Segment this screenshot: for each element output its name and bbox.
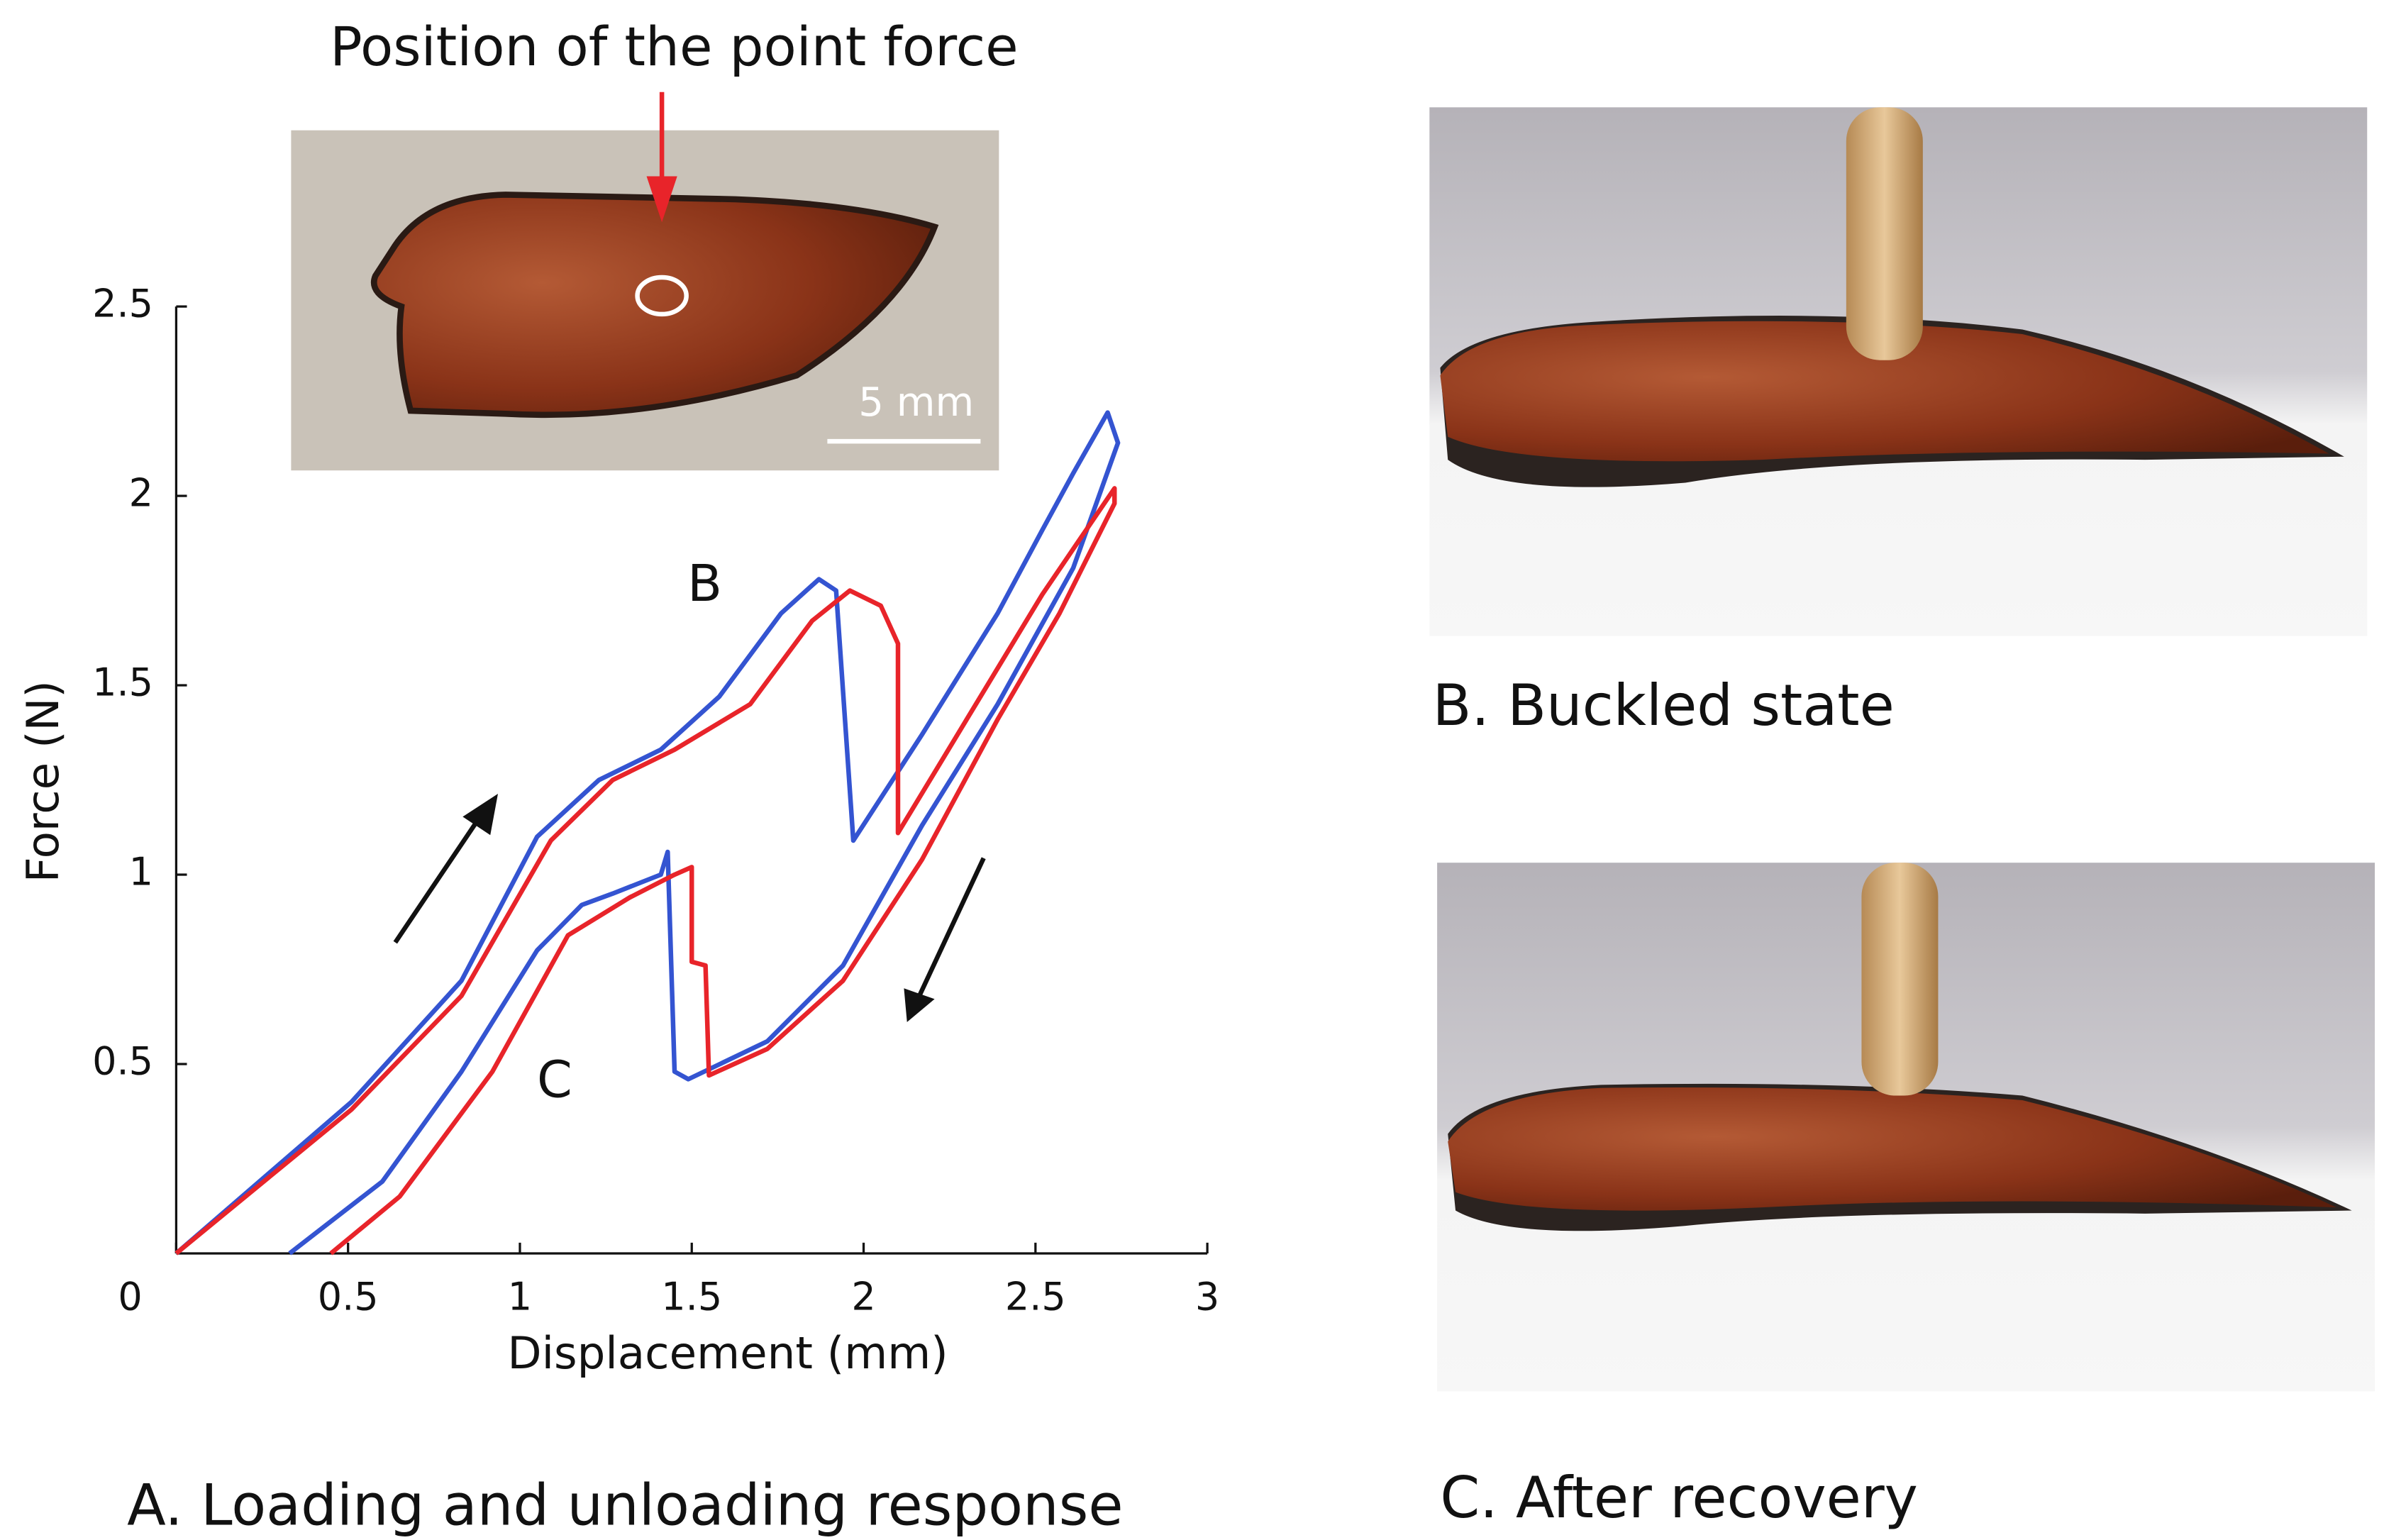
y-axis-label: Force (N) — [17, 680, 69, 882]
y-tick-label: 1 — [129, 850, 153, 894]
photo-buckled — [1429, 107, 2368, 636]
scale-bar-label: 5 mm — [858, 380, 974, 426]
annotation: Position of the point force — [330, 16, 1019, 78]
force-circle — [635, 275, 689, 317]
unloading-arrowhead — [904, 988, 935, 1022]
line-series — [174, 410, 1121, 1256]
line-series — [174, 486, 1117, 1256]
loading-arrowhead — [462, 793, 499, 836]
y-tick-label: 2.5 — [92, 282, 153, 326]
x-tick-label: 2 — [851, 1274, 875, 1319]
y-tick-label: 2 — [129, 471, 153, 516]
x-tick-label: 1.5 — [661, 1274, 722, 1319]
x-tick-label: 2.5 — [1005, 1274, 1066, 1319]
point-label: C — [537, 1051, 572, 1109]
x-tick-label: 1 — [508, 1274, 532, 1319]
caption: B. Buckled state — [1433, 672, 1895, 738]
x-axis-label: Displacement (mm) — [507, 1327, 948, 1379]
y-tick-label: 1.5 — [92, 660, 153, 705]
caption: C. After recovery — [1440, 1465, 1918, 1531]
point-label: B — [687, 554, 722, 613]
y-tick-label: 0.5 — [92, 1039, 153, 1084]
force-arrowhead — [646, 176, 677, 223]
x-tick-label: 0 — [118, 1274, 142, 1319]
seed — [370, 192, 939, 419]
photo-recovered — [1437, 863, 2375, 1392]
unloading-arrow — [917, 857, 986, 997]
x-tick-label: 3 — [1195, 1274, 1219, 1319]
x-tick-label: 0.5 — [318, 1274, 379, 1319]
loading-arrow — [393, 814, 483, 944]
caption: A. Loading and unloading response — [127, 1473, 1123, 1539]
